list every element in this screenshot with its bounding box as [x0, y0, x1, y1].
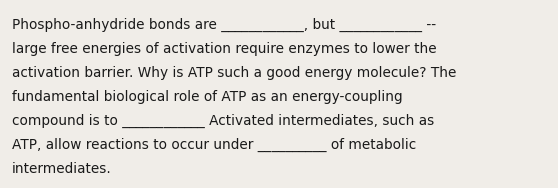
- Text: compound is to ____________ Activated intermediates, such as: compound is to ____________ Activated in…: [12, 114, 434, 128]
- Text: intermediates.: intermediates.: [12, 162, 112, 176]
- Text: large free energies of activation require enzymes to lower the: large free energies of activation requir…: [12, 42, 436, 56]
- Text: fundamental biological role of ATP as an energy-coupling: fundamental biological role of ATP as an…: [12, 90, 403, 104]
- Text: Phospho-anhydride bonds are ____________, but ____________ --: Phospho-anhydride bonds are ____________…: [12, 18, 436, 32]
- Text: ATP, allow reactions to occur under __________ of metabolic: ATP, allow reactions to occur under ____…: [12, 138, 416, 152]
- Text: activation barrier. Why is ATP such a good energy molecule? The: activation barrier. Why is ATP such a go…: [12, 66, 456, 80]
